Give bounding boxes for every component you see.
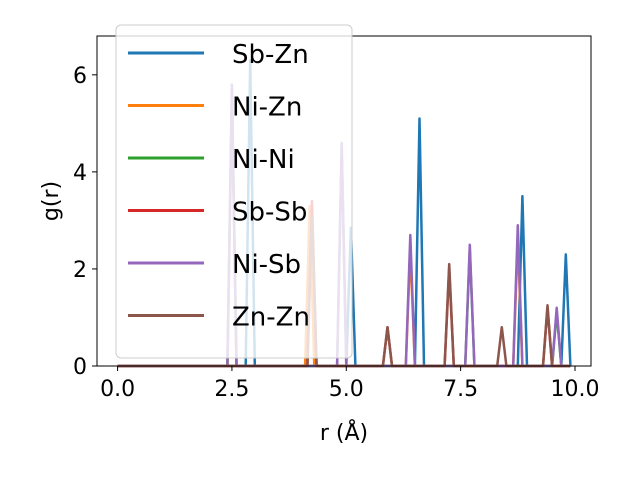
legend-label: Ni-Sb [232, 250, 301, 280]
legend-label: Ni-Zn [232, 93, 302, 123]
y-axis-label: g(r) [39, 181, 64, 221]
legend-label: Sb-Zn [232, 40, 309, 70]
x-tick-label: 0.0 [100, 377, 135, 402]
legend-label: Zn-Zn [232, 303, 310, 333]
x-axis-label: r (Å) [320, 419, 368, 446]
legend-label: Ni-Ni [232, 145, 295, 175]
y-tick-label: 2 [73, 258, 87, 283]
x-tick-label: 5.0 [329, 377, 364, 402]
x-tick-label: 7.5 [443, 377, 478, 402]
legend-box [115, 24, 353, 359]
y-axis-ticks: 0 2 4 6 [73, 64, 97, 380]
legend-label: Sb-Sb [232, 198, 307, 228]
y-tick-label: 4 [73, 161, 87, 186]
legend: Sb-Zn Ni-Zn Ni-Ni Sb-Sb Ni-Sb Zn-Zn [115, 24, 353, 359]
y-tick-label: 0 [73, 355, 87, 380]
x-tick-label: 2.5 [214, 377, 249, 402]
y-tick-label: 6 [73, 64, 87, 89]
x-tick-label: 10.0 [550, 377, 599, 402]
x-axis-ticks: 0.0 2.5 5.0 7.5 10.0 [100, 366, 599, 402]
